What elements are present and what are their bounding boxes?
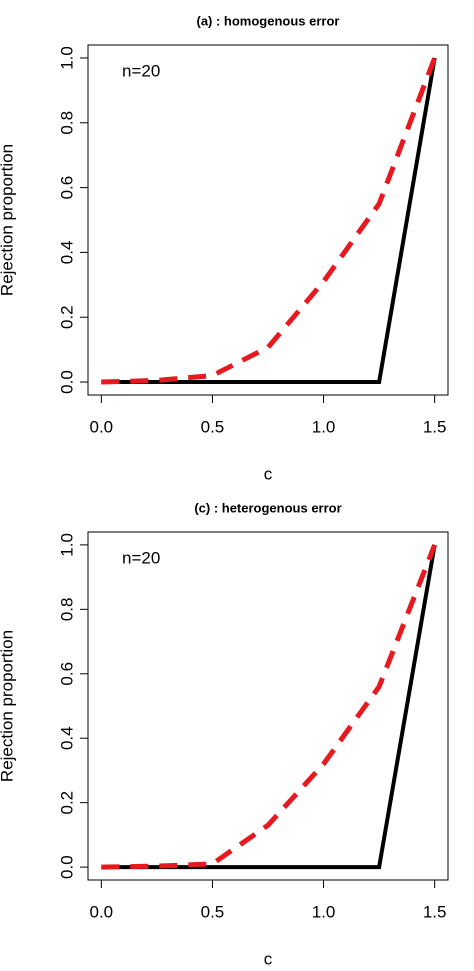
plot-frame — [87, 531, 449, 881]
x-axis-label: c — [264, 949, 273, 968]
series-line — [101, 57, 437, 385]
annotation: n=20 — [122, 548, 160, 567]
x-tick-label: 0.5 — [201, 417, 225, 436]
y-tick-label: 1.0 — [57, 533, 76, 557]
plot-frame — [87, 44, 449, 396]
y-tick-label: 0.0 — [57, 855, 76, 879]
y-tick-label: 0.2 — [57, 305, 76, 329]
y-tick-label: 0.6 — [57, 176, 76, 200]
annotation: n=20 — [122, 61, 160, 80]
chart-title: (c) : heterogenous error — [194, 500, 341, 515]
y-axis-label: Rejection proportion — [0, 144, 16, 296]
x-tick-label: 0.5 — [201, 902, 225, 921]
x-tick-label: 1.5 — [423, 902, 447, 921]
chart-title: (a) : homogenous error — [196, 13, 339, 28]
y-tick-label: 0.2 — [57, 791, 76, 815]
x-tick-label: 0.0 — [90, 902, 114, 921]
y-tick-label: 0.6 — [57, 662, 76, 686]
y-tick-label: 1.0 — [57, 46, 76, 70]
y-tick-label: 0.8 — [57, 598, 76, 622]
y-tick-label: 0.4 — [57, 241, 76, 265]
x-tick-label: 1.0 — [312, 417, 336, 436]
y-axis-label: Rejection proportion — [0, 630, 16, 782]
x-axis-label: c — [264, 464, 273, 483]
series-line — [101, 543, 437, 870]
y-tick-label: 0.4 — [57, 726, 76, 750]
x-tick-label: 0.0 — [90, 417, 114, 436]
x-tick-label: 1.5 — [423, 417, 447, 436]
y-tick-label: 0.8 — [57, 111, 76, 135]
y-tick-label: 0.0 — [57, 370, 76, 394]
series-line — [101, 57, 438, 385]
series-line — [101, 544, 437, 870]
x-tick-label: 1.0 — [312, 902, 336, 921]
